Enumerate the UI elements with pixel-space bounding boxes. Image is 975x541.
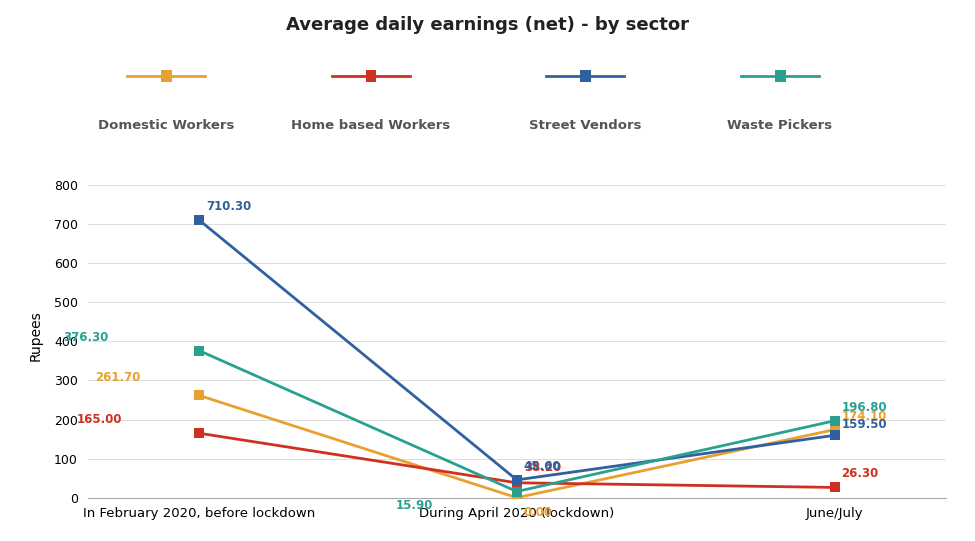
Text: 376.30: 376.30 — [63, 331, 108, 344]
Text: 196.80: 196.80 — [841, 401, 887, 414]
Text: 0.00: 0.00 — [524, 505, 553, 519]
Text: Waste Pickers: Waste Pickers — [727, 119, 833, 132]
Text: 261.70: 261.70 — [96, 371, 140, 384]
Text: 174.10: 174.10 — [841, 410, 887, 423]
Text: 26.30: 26.30 — [841, 467, 878, 480]
Text: 15.90: 15.90 — [396, 499, 434, 512]
Text: Domestic Workers: Domestic Workers — [98, 119, 234, 132]
Text: 165.00: 165.00 — [77, 413, 123, 426]
Y-axis label: Rupees: Rupees — [29, 310, 43, 361]
Text: 45.60: 45.60 — [524, 460, 562, 473]
Text: 710.30: 710.30 — [206, 200, 252, 213]
Text: Average daily earnings (net) - by sector: Average daily earnings (net) - by sector — [286, 16, 689, 34]
Text: 159.50: 159.50 — [841, 418, 887, 431]
Text: Home based Workers: Home based Workers — [291, 119, 450, 132]
Text: Street Vendors: Street Vendors — [528, 119, 642, 132]
Text: 38.20: 38.20 — [524, 461, 561, 474]
